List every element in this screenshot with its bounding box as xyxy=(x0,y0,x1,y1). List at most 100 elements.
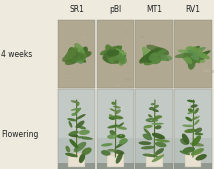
Ellipse shape xyxy=(77,51,84,58)
Ellipse shape xyxy=(75,108,81,114)
Ellipse shape xyxy=(77,102,80,106)
Text: Flowering: Flowering xyxy=(1,129,39,139)
Ellipse shape xyxy=(68,49,84,59)
Bar xyxy=(210,70,214,73)
Bar xyxy=(58,20,95,88)
Ellipse shape xyxy=(150,120,152,121)
Ellipse shape xyxy=(114,109,121,114)
Ellipse shape xyxy=(175,53,193,58)
Ellipse shape xyxy=(185,46,195,54)
Ellipse shape xyxy=(109,49,121,54)
Ellipse shape xyxy=(69,139,78,148)
Ellipse shape xyxy=(113,136,115,137)
Bar xyxy=(97,20,134,88)
Ellipse shape xyxy=(184,129,197,133)
Ellipse shape xyxy=(68,47,78,59)
Ellipse shape xyxy=(69,53,85,61)
Bar xyxy=(174,20,212,88)
Ellipse shape xyxy=(82,117,83,118)
Bar xyxy=(204,68,211,72)
Bar xyxy=(161,54,168,56)
Ellipse shape xyxy=(152,109,159,112)
Ellipse shape xyxy=(155,47,162,58)
Bar xyxy=(191,44,198,47)
Bar xyxy=(146,44,154,47)
Bar xyxy=(58,20,95,88)
Ellipse shape xyxy=(189,46,203,53)
Bar xyxy=(135,20,173,88)
Ellipse shape xyxy=(149,53,157,61)
Ellipse shape xyxy=(114,150,124,155)
Ellipse shape xyxy=(109,53,116,62)
Ellipse shape xyxy=(194,119,199,125)
Ellipse shape xyxy=(188,46,197,60)
Ellipse shape xyxy=(148,53,161,63)
Ellipse shape xyxy=(157,130,159,131)
Ellipse shape xyxy=(152,57,160,64)
Ellipse shape xyxy=(65,47,78,59)
Ellipse shape xyxy=(146,53,156,61)
Ellipse shape xyxy=(191,47,206,55)
Bar xyxy=(174,89,212,169)
Ellipse shape xyxy=(74,52,86,58)
FancyBboxPatch shape xyxy=(107,154,124,167)
Bar xyxy=(58,89,95,139)
Ellipse shape xyxy=(153,51,166,57)
Ellipse shape xyxy=(142,154,158,157)
Ellipse shape xyxy=(185,123,187,124)
Bar xyxy=(84,21,86,23)
Ellipse shape xyxy=(72,51,80,61)
Ellipse shape xyxy=(186,51,196,58)
Ellipse shape xyxy=(119,138,128,144)
FancyBboxPatch shape xyxy=(68,154,85,167)
Bar xyxy=(78,76,83,78)
Bar xyxy=(120,85,123,87)
Ellipse shape xyxy=(103,53,114,58)
Ellipse shape xyxy=(108,53,122,62)
Ellipse shape xyxy=(186,46,200,55)
Ellipse shape xyxy=(143,125,153,128)
Ellipse shape xyxy=(185,54,201,58)
Ellipse shape xyxy=(113,52,127,57)
Ellipse shape xyxy=(144,57,158,65)
Ellipse shape xyxy=(143,134,152,140)
Bar xyxy=(135,163,173,169)
Ellipse shape xyxy=(188,48,196,63)
Text: MT1: MT1 xyxy=(146,5,162,14)
Ellipse shape xyxy=(146,45,165,54)
Bar xyxy=(97,163,134,169)
Ellipse shape xyxy=(152,53,159,62)
Ellipse shape xyxy=(79,111,81,112)
Ellipse shape xyxy=(195,50,211,59)
Ellipse shape xyxy=(149,107,155,110)
Ellipse shape xyxy=(185,52,205,60)
Ellipse shape xyxy=(147,53,159,63)
Ellipse shape xyxy=(190,142,204,147)
Ellipse shape xyxy=(145,51,154,60)
Ellipse shape xyxy=(117,134,125,138)
Ellipse shape xyxy=(108,51,119,64)
Ellipse shape xyxy=(76,114,86,120)
Bar xyxy=(100,39,106,40)
Bar xyxy=(164,85,167,87)
Ellipse shape xyxy=(147,50,158,63)
Ellipse shape xyxy=(110,130,115,135)
Ellipse shape xyxy=(178,50,197,55)
Ellipse shape xyxy=(116,54,125,61)
Ellipse shape xyxy=(120,131,122,132)
Ellipse shape xyxy=(194,54,205,61)
Ellipse shape xyxy=(185,117,192,122)
Ellipse shape xyxy=(70,52,79,60)
Ellipse shape xyxy=(73,128,74,129)
Ellipse shape xyxy=(180,151,190,155)
Ellipse shape xyxy=(187,49,199,61)
Bar xyxy=(135,20,173,88)
Ellipse shape xyxy=(82,147,92,155)
Ellipse shape xyxy=(118,54,127,64)
Ellipse shape xyxy=(74,49,84,54)
Bar xyxy=(125,31,129,33)
Ellipse shape xyxy=(115,140,128,149)
Bar xyxy=(135,89,173,169)
Ellipse shape xyxy=(79,53,87,64)
Ellipse shape xyxy=(107,52,124,57)
